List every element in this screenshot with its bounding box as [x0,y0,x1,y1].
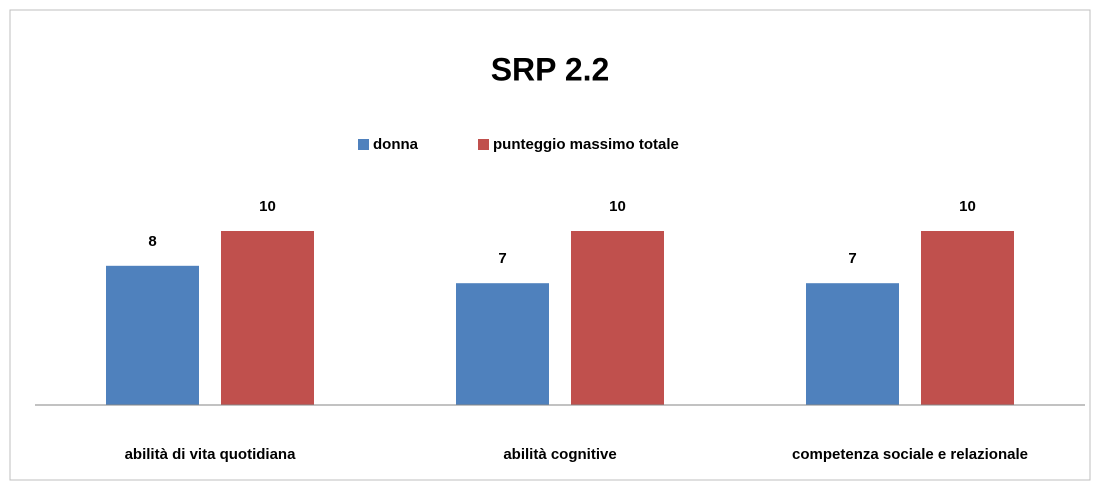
bar [921,231,1014,405]
legend-swatch [478,139,489,150]
x-tick-label: abilità cognitive [503,446,616,463]
legend-swatch [358,139,369,150]
bar [221,231,314,405]
legend-label: punteggio massimo totale [493,136,679,153]
bar [106,265,199,405]
data-label: 8 [148,233,156,250]
x-tick-label: abilità di vita quotidiana [125,446,297,463]
chart-title: SRP 2.2 [491,51,610,87]
data-label: 7 [498,250,506,267]
bar [806,283,899,405]
bar [571,231,664,405]
x-tick-label: competenza sociale e relazionale [792,446,1028,463]
data-label: 10 [959,198,976,215]
data-label: 10 [609,198,626,215]
legend-label: donna [373,136,419,153]
bar [456,283,549,405]
data-label: 10 [259,198,276,215]
data-label: 7 [848,250,856,267]
